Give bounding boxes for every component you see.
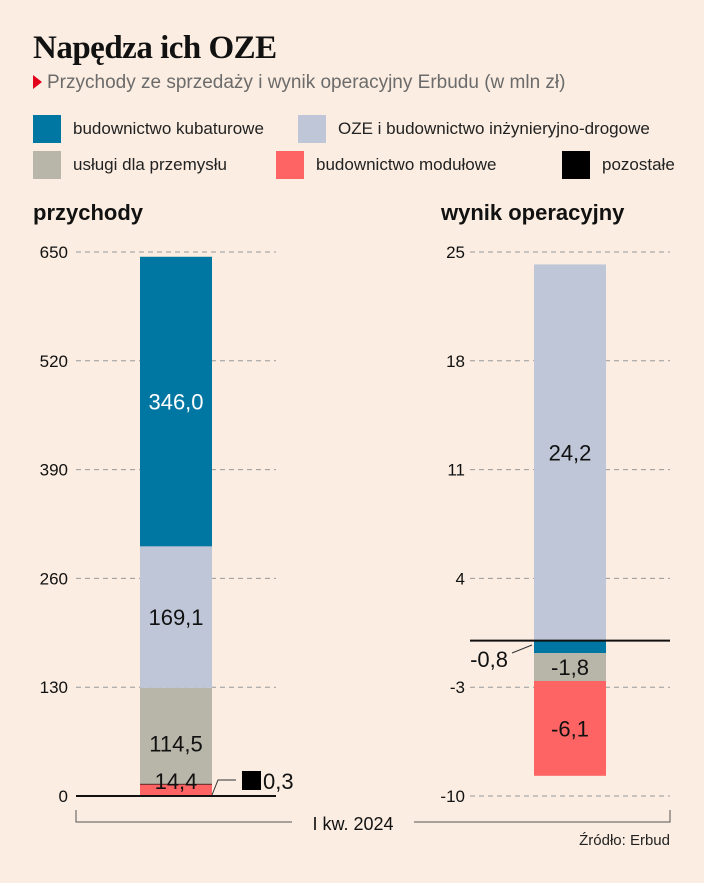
chart-subtitle: Przychody ze sprzedaży i wynik operacyjn… [33, 72, 565, 94]
y-tick-label: 260 [40, 569, 68, 588]
leader-line [511, 644, 533, 654]
legend-label: OZE i budownictwo inżynieryjno-drogowe [338, 119, 650, 138]
legend-item-kubaturowe: budownictwo kubaturowe [33, 115, 264, 143]
y-tick-label: 390 [40, 461, 68, 480]
data-label: 24,2 [549, 441, 592, 466]
y-tick-label: 25 [446, 243, 465, 262]
data-label: -6,1 [551, 716, 589, 741]
data-label: 14,4 [155, 769, 198, 794]
data-label: 114,5 [149, 732, 202, 757]
y-tick-label: 520 [40, 352, 68, 371]
panel-title-revenue: przychody [33, 200, 144, 225]
y-tick-label: 0 [59, 787, 68, 806]
data-label: -0,8 [470, 647, 508, 672]
y-tick-label: -10 [440, 787, 465, 806]
legend-swatch [276, 151, 304, 179]
y-tick-label: 130 [40, 678, 68, 697]
data-label: 169,1 [148, 605, 203, 630]
bar-segment [140, 546, 212, 688]
data-label: 346,0 [148, 390, 203, 415]
data-label: -1,8 [551, 655, 589, 680]
source-note: Źródło: Erbud [579, 832, 670, 849]
x-category-label: I kw. 2024 [312, 814, 393, 834]
panel-title-operating: wynik operacyjny [441, 200, 625, 225]
bar-segment [534, 680, 606, 776]
x-axis-bracket [75, 810, 292, 823]
bar-segment [140, 687, 212, 784]
legend-swatch [562, 151, 590, 179]
bar-segment [534, 640, 606, 654]
y-tick-label: -3 [450, 678, 465, 697]
legend-swatch [298, 115, 326, 143]
legend-swatch [33, 115, 61, 143]
legend-label: pozostałe [602, 155, 675, 174]
subtitle-text: Przychody ze sprzedaży i wynik operacyjn… [47, 72, 566, 93]
data-label: 0,3 [263, 769, 294, 794]
y-tick-label: 11 [447, 461, 465, 480]
legend-label: budownictwo modułowe [316, 155, 497, 174]
y-tick-label: 18 [446, 352, 465, 371]
legend-label: usługi dla przemysłu [73, 155, 228, 174]
legend-item-modulowe: budownictwo modułowe [276, 151, 497, 179]
legend-item-oze: OZE i budownictwo inżynieryjno-drogowe [298, 115, 650, 143]
x-axis-bracket [414, 810, 671, 823]
triangle-bullet-icon [33, 75, 42, 89]
leader-line [211, 779, 236, 796]
pozostale-marker [242, 771, 261, 790]
bar-segment [534, 653, 606, 681]
legend-swatch [33, 151, 61, 179]
chart-title: Napędza ich OZE [33, 30, 277, 66]
bar-segment [140, 783, 212, 785]
legend-item-uslugi: usługi dla przemysłu [33, 151, 227, 179]
y-tick-label: 650 [40, 243, 68, 262]
legend-label: budownictwo kubaturowe [73, 119, 264, 138]
y-tick-label: 4 [456, 569, 465, 588]
legend-item-pozostale: pozostałe [562, 151, 675, 179]
bar-segment [140, 256, 212, 547]
bar-segment [140, 783, 212, 796]
bar-segment [534, 264, 606, 641]
